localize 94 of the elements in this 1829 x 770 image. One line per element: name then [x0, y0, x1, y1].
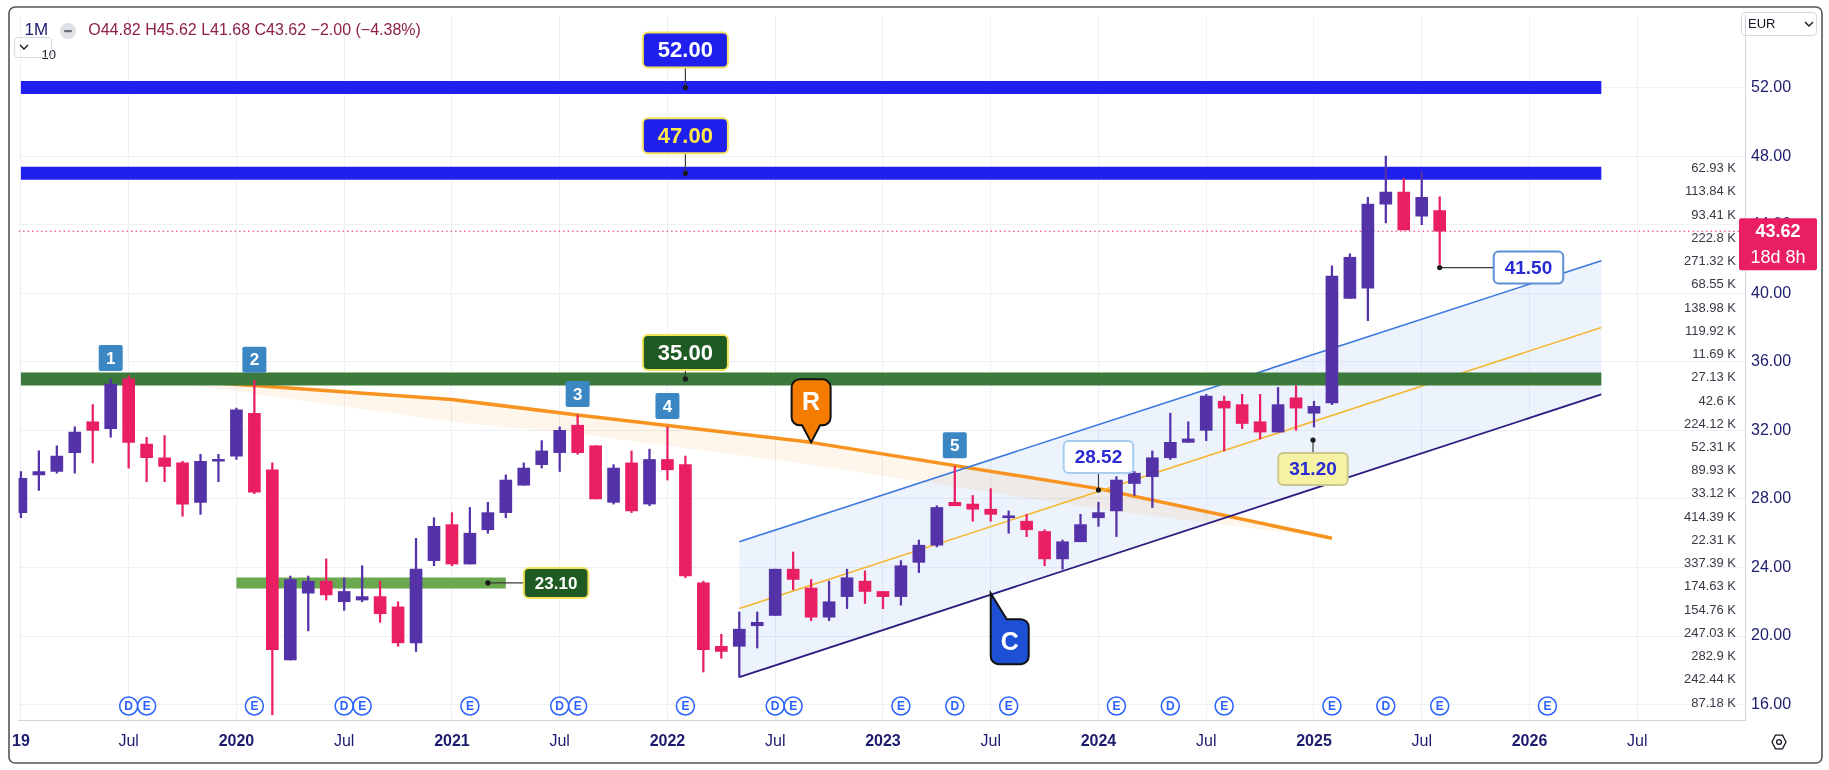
y-tick-label: 52.00: [1751, 77, 1792, 95]
annotation: 22.31 K: [1691, 531, 1737, 547]
candlestick: [158, 435, 171, 483]
annotation: 113.84 K: [1684, 183, 1737, 199]
annotation: 282.9 K: [1691, 648, 1737, 664]
annotation: E: [896, 699, 905, 714]
annotation: E: [358, 699, 367, 714]
annotation: 28.52: [1074, 446, 1123, 468]
annotation: D: [555, 699, 565, 714]
candlestick: [1092, 502, 1105, 527]
annotation: E: [465, 699, 474, 714]
y-tick-label: 20.00: [1751, 626, 1792, 644]
text: 18d 8h: [1750, 247, 1806, 268]
annotation: C: [1000, 626, 1019, 655]
annotation: E: [1435, 699, 1444, 714]
annotation: 93.41 K: [1691, 206, 1737, 222]
annotation: D: [770, 699, 780, 714]
y-tick-label: 28.00: [1751, 489, 1792, 507]
annotation: E: [681, 699, 690, 714]
candlestick: [140, 436, 153, 483]
annotation: D: [124, 699, 134, 714]
annotation: 89.93 K: [1691, 462, 1737, 478]
annotation: 337.39 K: [1683, 555, 1737, 571]
x-tick-label: Jul: [1627, 732, 1648, 750]
annotation: E: [1112, 699, 1121, 714]
annotation: 242.44 K: [1683, 671, 1737, 687]
annotation: 87.18 K: [1691, 694, 1737, 710]
x-tick-label: 2026: [1511, 732, 1548, 750]
x-tick-label: Jul: [333, 732, 355, 750]
x-tick-label: 2021: [434, 732, 470, 750]
annotation: 42.6 K: [1698, 392, 1737, 408]
x-tick-label: 2023: [865, 732, 901, 750]
annotation: 2: [249, 350, 260, 370]
candlestick: [661, 426, 674, 481]
annotation: 247.03 K: [1683, 624, 1737, 640]
annotation: 47.00: [657, 122, 713, 148]
annotation: 27.13 K: [1691, 369, 1737, 385]
annotation: 5: [950, 436, 960, 456]
annotation: E: [1327, 699, 1336, 714]
annotation: 174.63 K: [1683, 578, 1737, 594]
x-tick-label: 2025: [1296, 732, 1332, 750]
annotation: 271.32 K: [1683, 253, 1737, 269]
y-tick-label: 36.00: [1751, 352, 1792, 370]
annotation: 138.98 K: [1683, 299, 1737, 315]
chart-subtitle: O44.82 H45.62 L41.68 C43.62 −2.00 (−4.38%): [88, 21, 421, 39]
annotation: 23.10: [534, 573, 578, 593]
x-tick-label: Jul: [764, 732, 786, 750]
annotation: 154.76 K: [1683, 601, 1737, 617]
annotation: 3: [572, 384, 583, 404]
annotation: 224.12 K: [1683, 415, 1737, 431]
annotation: E: [250, 699, 259, 714]
annotation: 11.69 K: [1692, 346, 1737, 362]
annotation: E: [1543, 699, 1552, 714]
chart-title: 1M: [24, 20, 49, 40]
annotation: 222.8 K: [1691, 229, 1737, 245]
x-tick-label: 2020: [218, 732, 255, 750]
y-tick-label: 24.00: [1751, 557, 1792, 575]
annotation: D: [1165, 699, 1175, 714]
annotation: 33.12 K: [1691, 485, 1737, 501]
y-tick-label: 32.00: [1751, 420, 1792, 438]
annotation: 68.55 K: [1691, 276, 1737, 292]
y-axis-title: EUR: [1748, 15, 1776, 31]
x-tick-label: Jul: [980, 732, 1001, 750]
x-tick-label: Jul: [118, 732, 139, 750]
x-tick-label: Jul: [1196, 732, 1217, 750]
annotation: 52.31 K: [1691, 439, 1737, 454]
annotation: E: [789, 699, 798, 714]
annotation: 1: [105, 348, 116, 368]
annotation: D: [339, 699, 349, 714]
annotation: D: [950, 699, 960, 714]
annotation: E: [1220, 699, 1229, 714]
annotation: 62.93 K: [1691, 160, 1737, 176]
annotation: 41.50: [1504, 256, 1553, 278]
ref-line-label: 43.62: [1755, 221, 1801, 242]
annotation: E: [1004, 699, 1013, 714]
annotation: 119.92 K: [1684, 322, 1737, 338]
annotation: 414.39 K: [1683, 508, 1737, 524]
annotation: 52.00: [657, 37, 713, 63]
annotation: D: [1381, 699, 1391, 714]
annotation: 35.00: [657, 339, 713, 365]
annotation: E: [573, 699, 582, 714]
x-tick-label: 19: [12, 732, 30, 750]
x-tick-label: 2024: [1080, 732, 1117, 750]
y-tick-label: 16.00: [1751, 694, 1792, 712]
candlestick: [212, 454, 225, 483]
x-tick-label: 2022: [649, 732, 686, 750]
annotation: E: [142, 699, 151, 714]
annotation: 4: [662, 396, 673, 416]
annotation: 31.20: [1289, 458, 1337, 480]
y-tick-label: 48.00: [1751, 146, 1792, 164]
x-tick-label: Jul: [1411, 732, 1432, 750]
annotation: R: [802, 387, 821, 416]
y-tick-label: 40.00: [1751, 283, 1792, 301]
x-tick-label: Jul: [549, 732, 570, 750]
